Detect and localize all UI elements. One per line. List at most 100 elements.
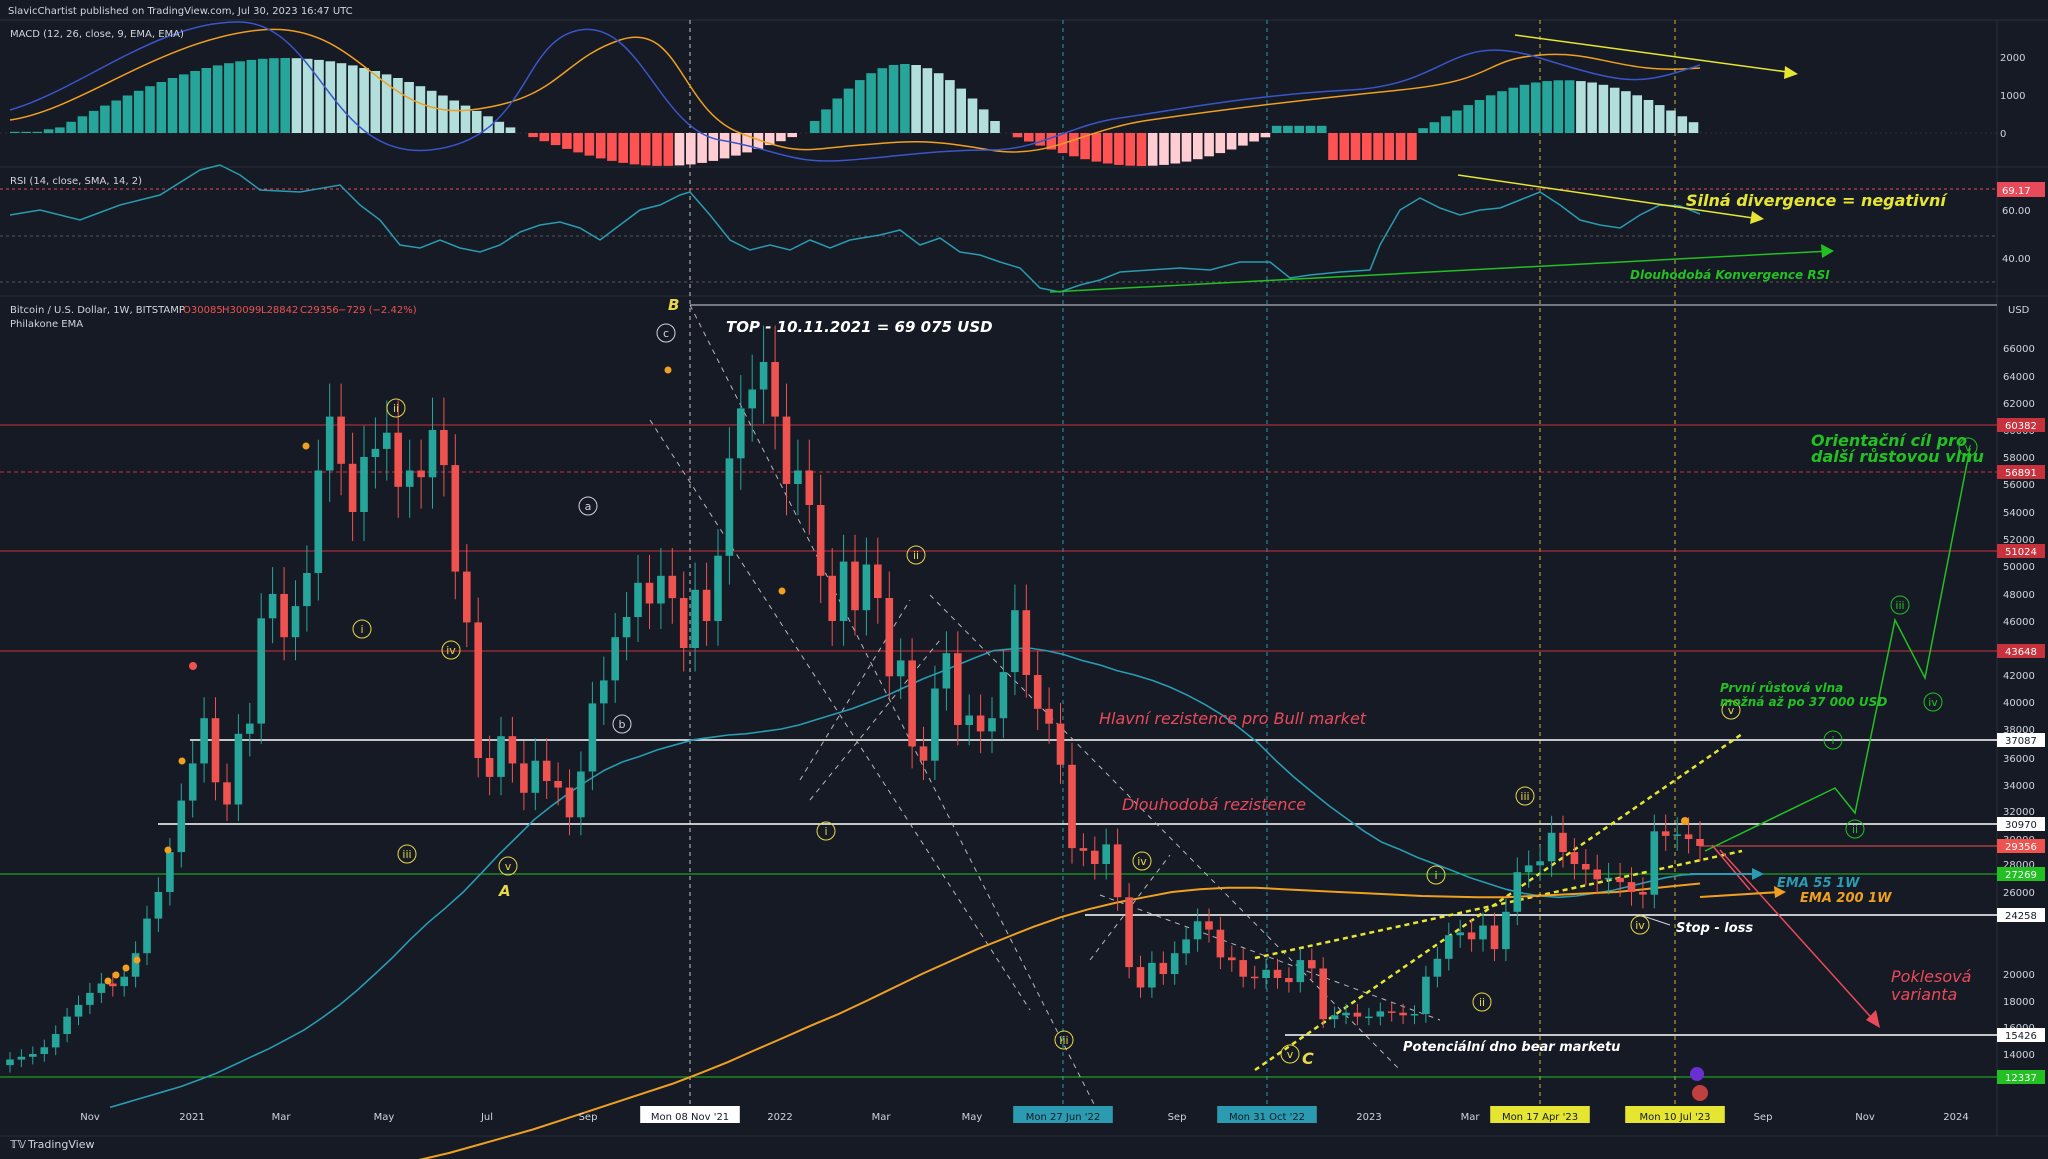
macd-bar — [1429, 122, 1440, 133]
level-badge-37087 — [1997, 733, 2045, 747]
macd-bar — [393, 78, 403, 133]
falling-channel — [649, 304, 1441, 1117]
candle-body — [51, 1034, 60, 1048]
symbol-line: Bitcoin / U.S. Dollar, 1W, BITSTAMP — [10, 305, 185, 316]
macd-bar — [956, 88, 966, 133]
macd-bar — [1294, 125, 1304, 133]
macd-bar — [753, 133, 764, 149]
horizontal-levels: 60382 56891 51024 43648 37087 30970 29356 27269… — [0, 418, 2045, 1084]
wave-label-ii-2: ii — [906, 545, 926, 565]
candle-body — [999, 672, 1008, 719]
candle-body — [622, 617, 631, 638]
candle-body — [63, 1016, 71, 1034]
level-value-56891: 56891 — [2005, 468, 2037, 479]
macd-bar — [1654, 105, 1665, 133]
level-badge-15426 — [1997, 1028, 2045, 1042]
wave-label-b: b — [612, 714, 632, 734]
svg-text:v: v — [505, 860, 512, 873]
candle-body — [1376, 1011, 1385, 1017]
macd-bar — [471, 110, 482, 133]
candle-body — [737, 408, 745, 459]
macd-bar — [348, 65, 358, 133]
bear-variant-label-2: varianta — [1891, 985, 1957, 1004]
candle-body — [1673, 834, 1681, 836]
macd-bar — [776, 133, 786, 142]
macd-bar — [1531, 82, 1541, 133]
macd-bar — [1114, 133, 1124, 165]
macd-bar — [809, 121, 820, 133]
macd-bar — [1204, 133, 1214, 157]
price-pane: 6600064000620006000058000560005400052000… — [0, 296, 2045, 1159]
candle-body — [565, 787, 574, 818]
level-value-37087: 37087 — [2005, 736, 2037, 747]
macd-bar — [1564, 80, 1575, 133]
candle-body — [851, 561, 859, 611]
wave-label-iv-3: iv — [1630, 915, 1650, 935]
x-tick: May — [374, 1112, 395, 1123]
candle-body — [291, 606, 300, 638]
macd-bar — [607, 133, 617, 161]
macd-bar — [652, 133, 662, 166]
macd-bar — [742, 133, 752, 153]
candle-body — [166, 852, 174, 892]
candle-body — [428, 430, 437, 478]
candle-body — [1456, 932, 1464, 936]
svg-text:iii: iii — [402, 848, 411, 861]
candle-body — [1524, 865, 1533, 873]
level-value-29356: 29356 — [2005, 842, 2037, 853]
candle-body — [1308, 960, 1316, 969]
macd-bar — [438, 95, 448, 133]
candle-body — [1239, 960, 1247, 977]
macd-bar — [584, 133, 595, 156]
wave-label-i-proj: i — [1823, 730, 1843, 750]
macd-bar — [314, 59, 324, 133]
level-badge-51024 — [1997, 544, 2045, 558]
candle-body — [246, 723, 254, 734]
x-tick: Mon 17 Apr '23 — [1502, 1112, 1578, 1123]
candle-body — [657, 575, 665, 604]
candle-body — [896, 660, 905, 677]
price-tick: 62000 — [2003, 399, 2035, 410]
wave-label-i-2: i — [816, 821, 836, 841]
candle-body — [679, 598, 688, 648]
wave-label-ii-1: ii — [386, 398, 406, 418]
macd-bar — [1305, 125, 1316, 133]
level-value-24258: 24258 — [2005, 911, 2037, 922]
macd-bar — [1080, 133, 1090, 160]
macd-bar — [787, 133, 797, 138]
candle-body — [6, 1059, 14, 1066]
candle-body — [1502, 911, 1510, 950]
macd-divergence-arrow — [1514, 34, 1796, 74]
candle-body — [1285, 978, 1293, 983]
signal-dots — [104, 366, 1708, 1101]
macd-bar — [246, 59, 257, 133]
candle-body — [919, 746, 928, 761]
svg-text:iii: iii — [1059, 1034, 1068, 1047]
macd-bar — [336, 63, 347, 134]
x-tick: Mon 27 Jun '22 — [1026, 1112, 1100, 1123]
macd-bar — [426, 90, 437, 133]
macd-bar — [190, 71, 200, 133]
svg-text:iii: iii — [1520, 790, 1529, 803]
macd-bar — [122, 95, 133, 133]
currency-label: USD — [2008, 305, 2030, 316]
macd-bar — [1283, 125, 1293, 133]
macd-bar — [764, 133, 775, 146]
x-tick: Nov — [1855, 1112, 1875, 1123]
candle-body — [611, 637, 619, 681]
macd-bar — [1576, 81, 1586, 133]
macd-title: MACD (12, 26, close, 9, EMA, EMA) — [10, 29, 184, 40]
x-tick: Mon 08 Nov '21 — [651, 1112, 729, 1123]
candle-body — [1684, 834, 1693, 839]
svg-text:ii: ii — [1852, 823, 1858, 836]
top-annotation: TOP - 10.11.2021 = 69 075 USD — [726, 318, 993, 336]
macd-bar — [1091, 133, 1102, 162]
macd-bar — [933, 73, 944, 133]
candle-body — [988, 718, 996, 732]
ema200-arrow — [1699, 891, 1781, 898]
macd-bar — [235, 61, 245, 133]
wave-label-v-3: v — [1721, 700, 1741, 720]
macd-bar — [1238, 133, 1248, 146]
macd-bar — [1159, 133, 1169, 165]
main-resistance-label: Hlavní rezistence pro Bull market — [1099, 709, 1367, 728]
